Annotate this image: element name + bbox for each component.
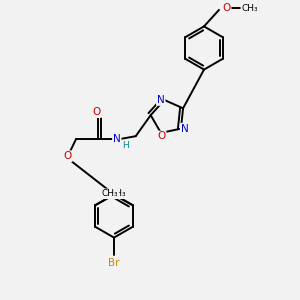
Text: H: H <box>122 141 129 150</box>
Text: O: O <box>64 151 72 161</box>
Text: O: O <box>158 131 166 142</box>
Text: N: N <box>113 134 121 144</box>
Text: CH₃: CH₃ <box>102 189 119 198</box>
Text: O: O <box>222 3 231 14</box>
Text: N: N <box>157 95 165 105</box>
Text: N: N <box>181 124 188 134</box>
Text: Br: Br <box>108 258 120 268</box>
Text: CH₃: CH₃ <box>110 189 126 198</box>
Text: O: O <box>93 107 101 117</box>
Text: CH₃: CH₃ <box>241 4 258 13</box>
